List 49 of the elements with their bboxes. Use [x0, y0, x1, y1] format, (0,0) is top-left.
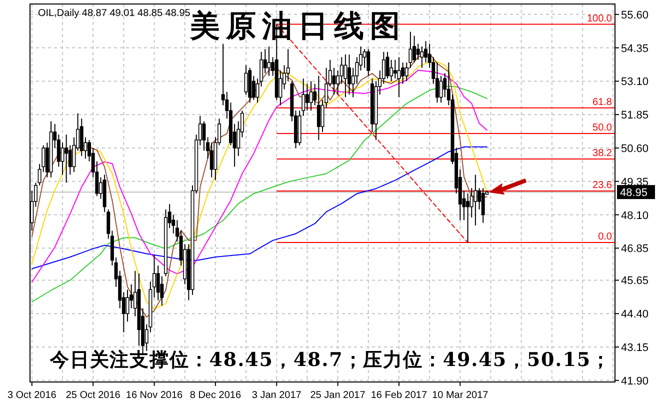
x-tick-label: 25 Oct 2016: [66, 390, 121, 401]
y-tick-label: 50.60: [621, 142, 649, 155]
y-tick-label: 48.10: [621, 210, 649, 222]
candlestick: [202, 120, 206, 152]
annotation: 0.0: [598, 232, 612, 243]
y-tick-label: 54.35: [621, 42, 649, 55]
x-tick-label: 3 Jan 2017: [252, 390, 302, 401]
candlestick: [64, 134, 68, 184]
x-tick-label: 8 Dec 2016: [190, 390, 242, 401]
annotation: 23.6: [592, 180, 612, 191]
candlestick: [309, 80, 313, 112]
candlestick: [397, 56, 401, 98]
x-tick-label: 25 Jan 2017: [310, 390, 366, 401]
y-tick-label: 45.65: [621, 275, 649, 288]
x-tick-label: 3 Oct 2016: [7, 390, 57, 401]
candlestick: [348, 54, 351, 96]
x-tick-label: 16 Feb 2017: [370, 390, 428, 401]
candlestick: [390, 59, 394, 82]
y-tick-label: 41.90: [621, 375, 649, 388]
x-tick-label: 16 Nov 2016: [126, 390, 184, 401]
annotation: 38.2: [592, 148, 612, 159]
chart-subtitle: OIL,Daily 48.87 49.01 48.85 48.95: [38, 8, 191, 19]
candlestick: [481, 188, 485, 224]
candlestick: [344, 54, 348, 98]
candlestick: [439, 75, 443, 104]
annotation: 100.0: [586, 13, 612, 24]
y-tick-label: 46.85: [621, 243, 649, 256]
candlestick: [366, 48, 370, 76]
annotation: 今日关注支撑位：48.45，48.7；压力位：49.45，50.15；: [49, 349, 610, 371]
line-series: [31, 146, 488, 270]
y-tick-label: 51.85: [621, 110, 649, 122]
candlestick: [244, 64, 248, 96]
annotation: 61.8: [592, 96, 612, 108]
candlestick: [362, 48, 366, 68]
y-tick-label: 53.10: [621, 76, 649, 88]
candlestick: [420, 46, 424, 68]
ref-line-label: 48.95: [620, 187, 648, 200]
y-tick-label: 43.15: [621, 342, 649, 354]
candlestick: [305, 83, 309, 112]
x-tick-label: 10 Mar 2017: [432, 390, 489, 401]
candlestick: [332, 67, 336, 96]
candlestick: [393, 59, 397, 80]
candlestick: [466, 192, 470, 244]
candlestick: [474, 174, 478, 226]
candlestick: [267, 46, 271, 76]
annotation: 50.0: [592, 122, 612, 134]
candlestick: [316, 75, 320, 140]
y-tick-label: 55.60: [621, 9, 649, 22]
y-tick-label: 44.40: [621, 308, 649, 321]
